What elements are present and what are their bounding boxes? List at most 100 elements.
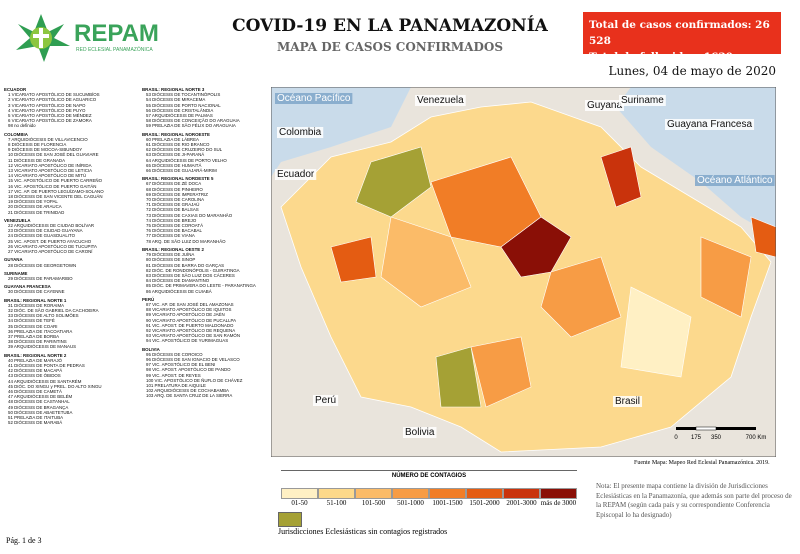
- legend-title: NÚMERO DE CONTAGIOS: [281, 470, 577, 479]
- section-title: BRASIL: REGIONAL NORTE 3: [142, 87, 205, 92]
- section-title: BRASIL: REGIONAL NORTE 1: [4, 297, 67, 303]
- diocese-item: 88 VICARIATO APOSTÓLICO DE IQUITOS: [146, 307, 232, 313]
- logo-name: REPAM: [74, 20, 159, 47]
- diocese-item: 36 PRELAZIA DE ITACOATIARA: [8, 328, 73, 334]
- diocese-item: 81 DIÓCESIS DE BARRA DO GARÇAS: [146, 262, 225, 268]
- diocese-column: BRASIL: REGIONAL NORTE 3 53 DIÓCESIS DE T…: [142, 84, 272, 399]
- map-source: Fuente Mapa: Mapeo Red Eclesial Panamazó…: [634, 460, 770, 466]
- section-title: ECUADOR: [4, 87, 27, 92]
- diocese-item: 71 DIÓCESIS DE GRAJAÚ: [146, 202, 200, 208]
- logo-icon: [16, 14, 70, 62]
- section-title: SURINAME: [4, 270, 28, 276]
- legend-item: 51-100: [318, 488, 355, 507]
- legend-swatch: [540, 488, 577, 499]
- legend-swatch: [392, 488, 429, 499]
- legend: 01-50 51-100 101-500 501-1000 1001-1500 1501-…: [281, 488, 577, 507]
- diocese-item: 22 ARQUIDIÓCESIS DE CIUDAD BOLÍVAR: [8, 223, 95, 229]
- diocese-item: 55 DIÓCESIS DE PORTO NACIONAL: [146, 102, 221, 108]
- diocese-item: 95 DIÓCESIS DE COROICO: [146, 351, 203, 357]
- diocese-item: 56 DIÓCESIS DE CRISTALÂNDIA: [146, 107, 214, 113]
- scale-label: 700 Km: [746, 435, 767, 441]
- diocese-item: 39 ARQUIDIÓCESIS DE MANAUS: [8, 344, 77, 350]
- diocese-item: 87 VIC. AP. DE SAN JOSÉ DEL AMAZONAS: [146, 301, 234, 307]
- diocese-item: 16 VIC. APOSTÓLICO DE PUERTO GAITÁN: [8, 183, 97, 189]
- legend-label: 2001-3000: [506, 499, 537, 507]
- diocese-item: 69 DIÓCESIS DE IMPERATRIZ: [146, 191, 208, 197]
- no-cases-swatch: [278, 512, 302, 527]
- diocese-item: 11 DIÓCESIS DE GRANADA: [8, 157, 66, 163]
- diocese-item: 29 DIÓCESIS DE PARAMARIBO: [8, 275, 73, 281]
- legend-label: 501-1000: [397, 499, 424, 507]
- diocese-item: 44 ARQUIDIÓCESIS DE SANTARÉM: [8, 378, 82, 384]
- diocese-item: 103 ARQ. DE SANTA CRUZ DE LA SIERRA: [146, 393, 233, 399]
- diocese-item: 47 ARQUIDIÓCESIS DE BELÉM: [8, 394, 73, 400]
- logo-sub: RED ECLESIAL PANAMAZÓNICA: [76, 47, 153, 53]
- diocese-item: 4 VICARIATO APOSTÓLICO DE PUYO: [8, 107, 86, 113]
- diocese-item: 18 DIÓCESIS DE SAN VICENTE DEL CAGUÁN: [8, 194, 103, 200]
- country-label: Suriname: [621, 95, 664, 106]
- label-bg: [313, 395, 339, 406]
- legend-label: 1001-1500: [432, 499, 463, 507]
- title: COVID-19 EN LA PANAMAZONÍA: [232, 16, 548, 36]
- diocese-item: 57 ARQUIDIÓCESIS DE PALMAS: [146, 113, 213, 119]
- diocese-item: 73 DIÓCESIS DE CAXIAS DO MARANHÃO: [146, 212, 233, 218]
- diocese-item: 93 VICARIATO APOSTÓLICO DE SAN RAMÓN: [146, 333, 241, 339]
- country-label: Brasil: [615, 396, 640, 407]
- diocese-item: 65 DIÓCESIS DE HUMAITÁ: [146, 162, 202, 168]
- diocese-item: 28 DIÓCESIS DE GEORGETOWN: [8, 262, 77, 268]
- diocese-item: 3 VICARIATO APOSTÓLICO DE NAPO: [8, 102, 86, 108]
- total-cases: Total de casos confirmados: 26 528: [589, 19, 770, 47]
- diocese-item: 38 DIÓCESIS DE PARINTINS: [8, 339, 67, 345]
- legend-item: 2001-3000: [503, 488, 540, 507]
- diocese-item: 21 DIÓCESIS DE TRINIDAD: [8, 209, 65, 215]
- label-bg: [415, 95, 466, 106]
- legend-item: 01-50: [281, 488, 318, 507]
- diocese-item: 50 DIÓCESIS DE ABAETETUBA: [8, 409, 73, 415]
- totals-box: Total de casos confirmados: 26 528 Total…: [583, 12, 781, 63]
- country-label: Océano Atlántico: [697, 175, 773, 186]
- diocese-item: 26 VICARIATO APOSTÓLICO DE TUCUPITA: [8, 243, 97, 249]
- diocese-item: 60 PRELAZIA DE LÁBREA: [146, 136, 199, 142]
- legend-label: más de 3000: [540, 499, 577, 507]
- diocese-item: 76 DIÓCESIS DE BACABAL: [146, 228, 202, 234]
- label-bg: [585, 100, 625, 111]
- legend-swatch: [503, 488, 540, 499]
- legend-item: 501-1000: [392, 488, 429, 507]
- diocese-item: 41 DIÓCESIS DE PONTA DE PEDRAS: [8, 362, 85, 368]
- diocese-item: 6 VICARIATO APOSTÓLICO DE ZAMORA: [8, 118, 92, 124]
- country-label: Guyana: [587, 100, 622, 111]
- section-title: BRASIL: REGIONAL NOROESTE: [142, 131, 210, 137]
- scale-label: 350: [711, 435, 722, 441]
- country-label: Bolivia: [405, 427, 435, 438]
- label-bg: [275, 169, 317, 180]
- diocese-item: 42 DIÓCESIS DE MACAPÁ: [8, 368, 63, 374]
- diocese-item: 58 DIÓCESIS DE CONCEIÇÃO DO ARAGUAIA: [146, 118, 240, 124]
- legend-swatch: [355, 488, 392, 499]
- label-bg: [403, 427, 437, 438]
- section-title: BRASIL: REGIONAL OESTE 2: [142, 246, 204, 252]
- legend-swatch: [281, 488, 318, 499]
- diocese-item: 94 VIC. APOSTÓLICO DE YURIMAGUAS: [146, 338, 229, 344]
- section-title: GUYANA: [4, 257, 23, 263]
- legend-label: 1501-2000: [469, 499, 500, 507]
- legend-item: 1001-1500: [429, 488, 466, 507]
- diocese-item: 98 VIC. APOST. APOSTÓLICO DE PANDO: [146, 367, 231, 373]
- legend-item: más de 3000: [540, 488, 577, 507]
- section-title: PERÚ: [142, 296, 155, 302]
- diocese-item: 13 VICARIATO APOSTÓLICO DE LETICIA: [8, 168, 93, 174]
- diocese-item: 46 DIÓCESIS DE CAMETÁ: [8, 388, 62, 394]
- legend-swatch: [466, 488, 503, 499]
- diocese-item: 14 VICARIATO APOSTÓLICO DE MITÚ: [8, 173, 87, 179]
- diocese-item: 78 ARQ. DE SÃO LUIZ DO MARANHÃO: [146, 238, 226, 244]
- diocese-item: 51 PRELAZIA DE ITAITUBA: [8, 414, 64, 420]
- diocese-item: 2 VICARIATO APOSTÓLICO DE AGUARICO: [8, 97, 97, 103]
- section-title: BRASIL: REGIONAL NORTE 2: [4, 352, 67, 358]
- diocese-item: 98 no definido: [8, 123, 36, 129]
- diocese-item: 32 DIÓC. DE SÃO GABRIEL DA CACHOEIRA: [8, 307, 99, 313]
- diocese-item: 68 DIÓCESIS DE PINHEIRO: [146, 186, 203, 192]
- diocese-item: 43 DIÓCESIS DE ÓBIDOS: [8, 373, 61, 379]
- diocese-item: 84 DIÓCESIS DE DIAMANTINO: [146, 278, 210, 284]
- label-bg: [275, 93, 353, 104]
- legend-item: 1501-2000: [466, 488, 503, 507]
- diocese-item: 34 DIÓCESIS DE TEFÉ: [8, 318, 55, 324]
